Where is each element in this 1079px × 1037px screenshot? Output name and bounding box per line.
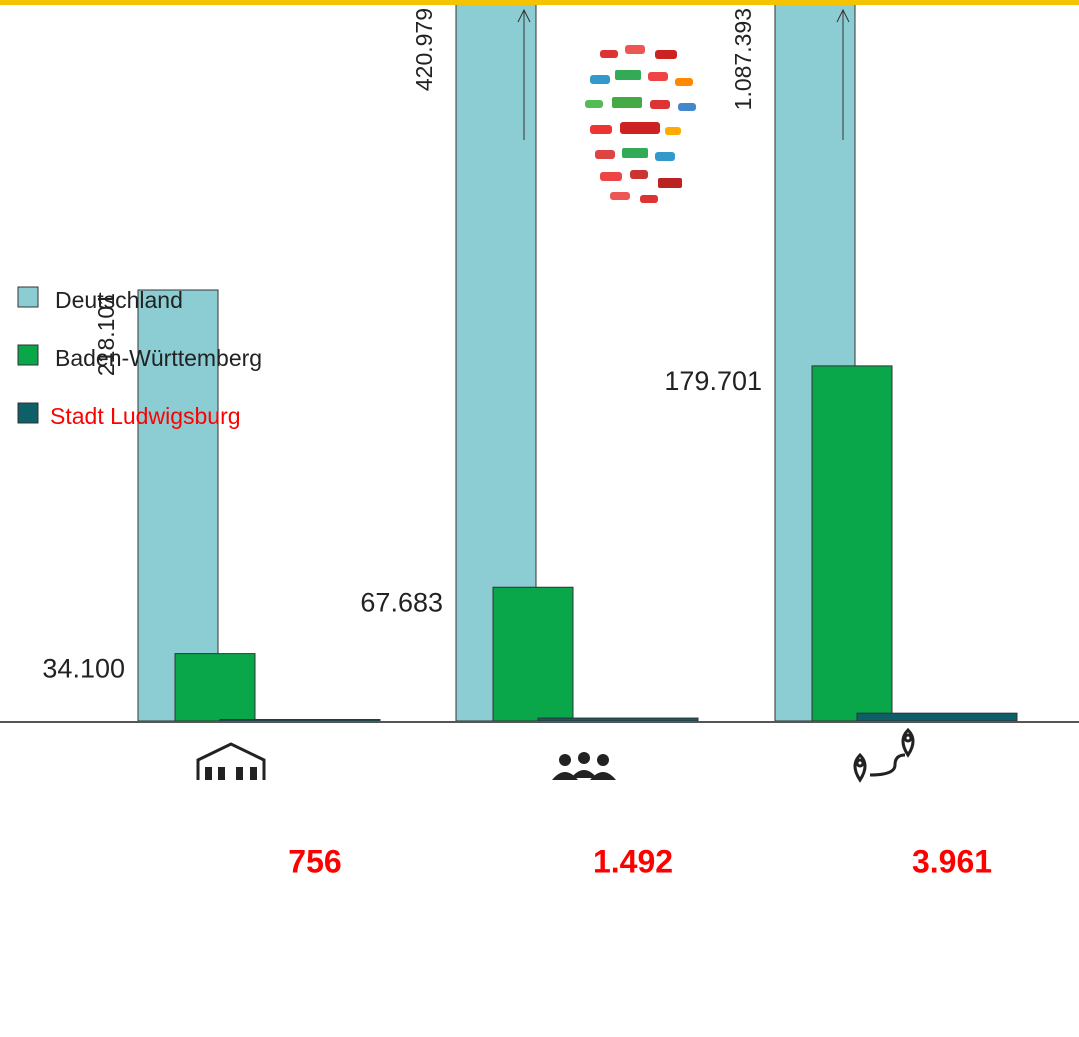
icon-people <box>552 752 616 780</box>
legend-swatch <box>17 286 39 308</box>
bar <box>492 586 574 722</box>
bar <box>137 289 219 722</box>
value-label: 420.979 <box>411 8 437 91</box>
legend-label: Baden-Württemberg <box>55 345 262 371</box>
legend-swatch <box>17 402 39 424</box>
bar <box>537 717 699 722</box>
legend: Deutschland Baden-Württemberg Stadt Ludwig… <box>17 286 262 429</box>
bar <box>174 653 256 722</box>
value-label: 1.087.393 <box>730 8 756 110</box>
value-label: 218.101 <box>93 293 119 376</box>
legend-label: Stadt Ludwigsburg <box>50 403 241 429</box>
bar <box>856 712 1018 722</box>
icon-building <box>196 742 266 780</box>
value-label: 3.961 <box>912 843 992 879</box>
icon-route <box>853 727 915 783</box>
value-label: 67.683 <box>360 587 443 617</box>
overflow-arrow <box>836 8 850 140</box>
value-label: 756 <box>288 843 341 879</box>
value-label: 179.701 <box>664 366 762 396</box>
legend-swatch <box>17 344 39 366</box>
legend-label: Deutschland <box>55 287 183 313</box>
overflow-arrow <box>517 8 531 140</box>
value-label: 1.492 <box>593 843 673 879</box>
top-stripe <box>0 0 1079 5</box>
value-label: 34.100 <box>42 654 125 684</box>
bar <box>219 719 381 722</box>
traffic-illustration <box>585 45 696 203</box>
bar <box>811 365 893 722</box>
plot-area <box>137 5 1018 722</box>
